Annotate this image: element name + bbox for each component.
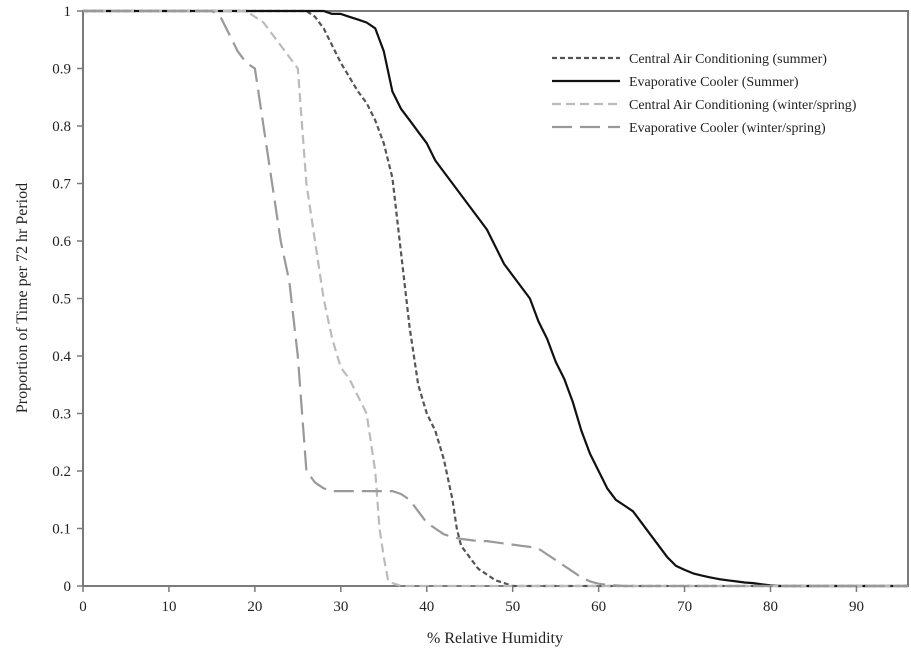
legend: Central Air Conditioning (summer) Evapora… [552, 52, 857, 136]
y-tick-label: 0.7 [52, 177, 71, 193]
y-axis-label: Proportion of Time per 72 hr Period [14, 183, 31, 413]
y-tick-label: 0.5 [52, 292, 71, 308]
y-tick-label: 1 [64, 4, 72, 20]
x-axis-label: % Relative Humidity [427, 630, 563, 647]
series-line-4 [83, 9, 908, 588]
x-axis-ticks: 0 10 20 30 40 50 60 70 80 90 [79, 586, 864, 615]
y-tick-label: 0 [64, 579, 72, 595]
y-tick-label: 0.9 [52, 62, 71, 78]
x-tick-label: 40 [419, 599, 434, 615]
legend-entry-label: Central Air Conditioning (winter/spring) [629, 98, 857, 113]
y-axis-ticks: 0 0.1 0.2 0.3 0.4 0.5 0.6 0.7 0.8 0.9 1 [52, 4, 83, 595]
series-line-2 [83, 9, 908, 588]
series-line-1 [83, 9, 908, 588]
x-tick-label: 10 [161, 599, 176, 615]
legend-entry-label: Evaporative Cooler (winter/spring) [629, 121, 826, 136]
x-tick-label: 0 [79, 599, 87, 615]
y-tick-label: 0.3 [52, 407, 71, 423]
x-tick-label: 50 [505, 599, 520, 615]
series-line-3 [83, 9, 908, 588]
y-tick-label: 0.8 [52, 119, 71, 135]
y-tick-label: 0.6 [52, 234, 71, 250]
legend-entry-label: Central Air Conditioning (summer) [629, 52, 827, 67]
x-tick-label: 20 [247, 599, 262, 615]
x-tick-label: 30 [333, 599, 348, 615]
legend-entry-label: Evaporative Cooler (Summer) [629, 75, 799, 90]
x-tick-label: 80 [763, 599, 778, 615]
x-tick-label: 60 [591, 599, 606, 615]
series-layer [83, 9, 908, 588]
y-tick-label: 0.4 [52, 349, 71, 365]
y-tick-label: 0.2 [52, 464, 71, 480]
x-tick-label: 90 [849, 599, 864, 615]
y-tick-label: 0.1 [52, 522, 71, 538]
x-tick-label: 70 [677, 599, 692, 615]
